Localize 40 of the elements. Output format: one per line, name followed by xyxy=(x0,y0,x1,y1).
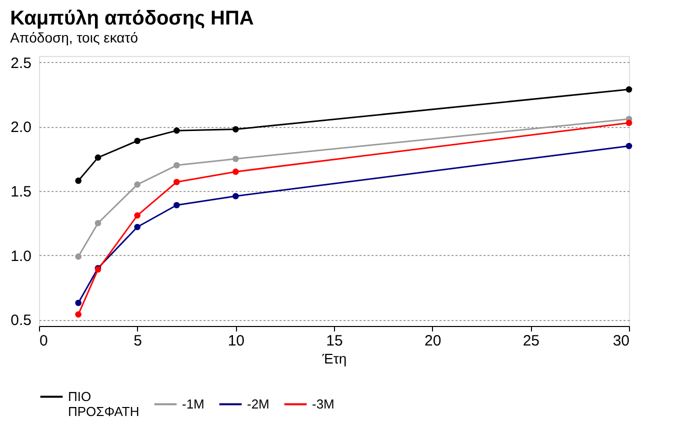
point xyxy=(134,224,140,230)
legend-label: -1M xyxy=(182,396,204,412)
x-tick-label: 5 xyxy=(134,332,142,350)
x-axis-title: Έτη xyxy=(321,350,347,366)
x-tick-label: 25 xyxy=(522,332,540,350)
y-tick-label: 2.5 xyxy=(10,54,32,72)
point xyxy=(75,253,82,260)
x-tick-label: 30 xyxy=(612,332,630,350)
point xyxy=(626,86,632,93)
point xyxy=(134,212,140,219)
point xyxy=(174,127,180,134)
point xyxy=(134,138,140,144)
y-tick-label: 1.5 xyxy=(10,184,32,200)
y-tick-label: 1.0 xyxy=(10,248,32,265)
point xyxy=(232,192,239,200)
y-tick-label: 0.5 xyxy=(10,312,32,330)
x-tick-label: 10 xyxy=(228,332,245,350)
chart-subtitle: Απόδοση, τοις εκατό xyxy=(10,29,138,46)
point xyxy=(75,311,82,318)
point xyxy=(232,126,239,132)
legend-label: -3M xyxy=(312,396,334,412)
point xyxy=(134,181,140,188)
legend-label: ΠΙΟ ΠΡΟΣΦΑΤΗ xyxy=(68,388,140,419)
x-tick-label: 0 xyxy=(40,332,48,350)
legend-label: -2M xyxy=(247,396,270,412)
x-tick-label: 20 xyxy=(424,332,442,350)
point xyxy=(232,168,239,175)
chart-title: Καμπύλη απόδοσης ΗΠΑ xyxy=(10,7,254,30)
point xyxy=(94,220,102,226)
y-tick-label: 2.0 xyxy=(10,119,32,136)
point xyxy=(94,154,102,161)
point xyxy=(626,120,632,126)
point xyxy=(174,162,180,168)
point xyxy=(75,300,82,306)
point xyxy=(626,142,632,150)
point xyxy=(75,178,82,184)
point xyxy=(232,156,239,162)
x-tick-label: 15 xyxy=(326,332,343,350)
point xyxy=(174,178,180,186)
point xyxy=(174,202,180,208)
